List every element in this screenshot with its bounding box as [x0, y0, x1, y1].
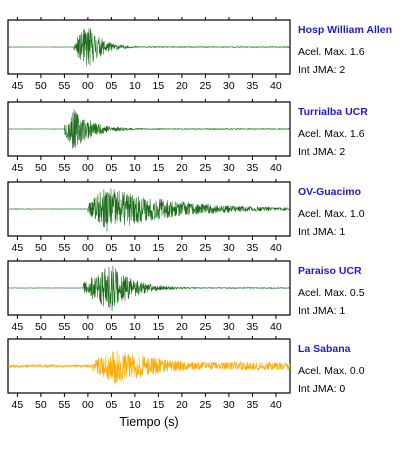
- x-tick-label: 45: [12, 399, 24, 411]
- max-acceleration-label: Acel. Max. 1.6: [298, 128, 365, 140]
- x-tick-label: 30: [223, 399, 235, 411]
- x-tick-label: 35: [247, 80, 259, 92]
- x-tick-label: 05: [106, 162, 118, 174]
- waveform-trace: [7, 265, 291, 312]
- x-tick-label: 10: [129, 399, 141, 411]
- station-panel: 45 50 55 00 05 10 15 20 25 30 35 40 OV-Guacimo Acel. …: [7, 179, 365, 254]
- x-tick-label: 15: [153, 399, 165, 411]
- x-tick-label: 30: [223, 242, 235, 254]
- station-name: Paraiso UCR: [298, 265, 362, 277]
- station-name: La Sabana: [298, 343, 351, 355]
- x-tick-label: 00: [82, 242, 94, 254]
- station-panel: 45 50 55 00 05 10 15 20 25 30 35 40 La Sabana Acel. M…: [7, 336, 365, 411]
- jma-intensity-label: Int JMA: 1: [298, 305, 345, 317]
- x-tick-label: 35: [247, 321, 259, 333]
- x-tick-label: 15: [153, 321, 165, 333]
- x-tick-label: 50: [35, 242, 47, 254]
- waveform-trace: [7, 28, 290, 67]
- x-tick-label: 00: [82, 162, 94, 174]
- x-tick-label: 15: [153, 80, 165, 92]
- station-name: Hosp William Allen: [298, 24, 392, 36]
- jma-intensity-label: Int JMA: 1: [298, 226, 345, 238]
- x-tick-label: 45: [12, 162, 24, 174]
- x-tick-label: 35: [247, 162, 259, 174]
- x-tick-label: 10: [129, 80, 141, 92]
- x-tick-label: 05: [106, 242, 118, 254]
- x-tick-label: 45: [12, 321, 24, 333]
- jma-intensity-label: Int JMA: 2: [298, 64, 345, 76]
- x-tick-label: 50: [35, 321, 47, 333]
- x-tick-label: 05: [106, 399, 118, 411]
- x-tick-label: 40: [270, 321, 282, 333]
- station-panel: 45 50 55 00 05 10 15 20 25 30 35 40 Turrialba UCR Ace…: [7, 99, 368, 174]
- station-panel: 45 50 55 00 05 10 15 20 25 30 35 40 Hosp William All…: [7, 17, 392, 92]
- x-tick-label: 40: [270, 242, 282, 254]
- x-tick-label: 25: [200, 399, 212, 411]
- x-tick-label: 30: [223, 321, 235, 333]
- station-name: OV-Guacimo: [298, 186, 361, 198]
- x-tick-label: 20: [176, 80, 188, 92]
- x-tick-label: 10: [129, 162, 141, 174]
- x-tick-label: 10: [129, 242, 141, 254]
- waveform-trace: [7, 350, 291, 385]
- x-tick-label: 40: [270, 162, 282, 174]
- x-tick-label: 20: [176, 242, 188, 254]
- x-tick-label: 55: [59, 242, 71, 254]
- x-tick-label: 10: [129, 321, 141, 333]
- x-tick-label: 35: [247, 242, 259, 254]
- x-tick-label: 55: [59, 399, 71, 411]
- x-tick-label: 55: [59, 321, 71, 333]
- x-tick-label: 50: [35, 399, 47, 411]
- x-tick-label: 15: [153, 162, 165, 174]
- x-tick-label: 45: [12, 242, 24, 254]
- x-tick-label: 20: [176, 321, 188, 333]
- x-tick-label: 05: [106, 321, 118, 333]
- x-tick-label: 55: [59, 162, 71, 174]
- x-tick-label: 00: [82, 399, 94, 411]
- x-tick-label: 30: [223, 162, 235, 174]
- x-tick-label: 45: [12, 80, 24, 92]
- x-tick-label: 15: [153, 242, 165, 254]
- station-panel: 45 50 55 00 05 10 15 20 25 30 35 40 Paraiso UCR Acel.…: [7, 258, 365, 333]
- x-axis-title: Tiempo (s): [119, 415, 178, 429]
- jma-intensity-label: Int JMA: 2: [298, 146, 345, 158]
- max-acceleration-label: Acel. Max. 1.6: [298, 46, 365, 58]
- x-tick-label: 25: [200, 242, 212, 254]
- x-tick-label: 55: [59, 80, 71, 92]
- jma-intensity-label: Int JMA: 0: [298, 383, 345, 395]
- x-tick-label: 30: [223, 80, 235, 92]
- x-tick-label: 35: [247, 399, 259, 411]
- waveform-trace: [7, 188, 290, 232]
- panel-frame: [7, 338, 291, 394]
- max-acceleration-label: Acel. Max. 1.0: [298, 208, 365, 220]
- x-tick-label: 50: [35, 162, 47, 174]
- x-tick-label: 25: [200, 321, 212, 333]
- x-tick-label: 25: [200, 80, 212, 92]
- x-tick-label: 20: [176, 162, 188, 174]
- x-tick-label: 25: [200, 162, 212, 174]
- waveform-trace: [7, 109, 290, 149]
- x-tick-label: 40: [270, 80, 282, 92]
- max-acceleration-label: Acel. Max. 0.0: [298, 365, 365, 377]
- station-name: Turrialba UCR: [298, 106, 368, 118]
- x-tick-label: 00: [82, 321, 94, 333]
- x-tick-label: 50: [35, 80, 47, 92]
- x-tick-label: 40: [270, 399, 282, 411]
- x-tick-label: 00: [82, 80, 94, 92]
- x-tick-label: 20: [176, 399, 188, 411]
- x-tick-label: 05: [106, 80, 118, 92]
- max-acceleration-label: Acel. Max. 0.5: [298, 287, 365, 299]
